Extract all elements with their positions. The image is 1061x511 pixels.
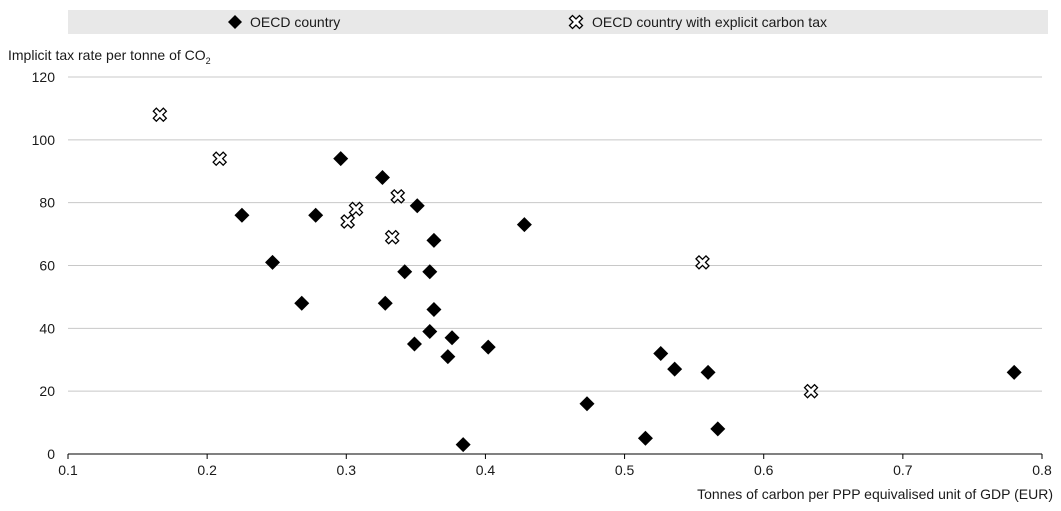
tick-labels: 0 20 40 60 80 100 120 0.1 0.2 0.3 0.4 0.5 0.6 0.7 0.8 (32, 69, 1052, 478)
oecd-country-point (579, 396, 595, 412)
y-tick-label: 20 (39, 383, 55, 399)
oecd-country-point (667, 361, 683, 377)
oecd-country-point (700, 364, 716, 380)
x-tick-label: 0.4 (476, 462, 496, 478)
x-tick-label: 0.2 (197, 462, 217, 478)
oecd-country-point (516, 217, 532, 233)
y-tick-label: 120 (32, 69, 56, 85)
explicit-carbon-tax-point (803, 383, 819, 399)
explicit-carbon-tax-point (348, 201, 364, 217)
y-tick-label: 60 (39, 258, 55, 274)
legend-item-explicit-carbon-tax: OECD country with explicit carbon tax (568, 14, 827, 30)
legend-label-oecd-country: OECD country (250, 14, 341, 30)
explicit-carbon-tax-point (384, 229, 400, 245)
oecd-country-point (234, 207, 250, 223)
oecd-country-point (710, 421, 726, 437)
oecd-country-point (422, 264, 438, 280)
oecd-country-point (422, 323, 438, 339)
x-tick-label: 0.5 (615, 462, 635, 478)
x-tick-label: 0.1 (58, 462, 78, 478)
oecd-country-point (333, 151, 349, 167)
filled-diamond-icon (228, 15, 242, 29)
oecd-country-point (440, 349, 456, 365)
explicit-carbon-tax-point (340, 214, 356, 229)
oecd-country-point (444, 330, 460, 346)
oecd-country-point (1006, 364, 1022, 380)
legend-label-explicit-carbon-tax: OECD country with explicit carbon tax (592, 14, 827, 30)
oecd-country-point (480, 339, 496, 355)
oecd-country-point (409, 198, 425, 214)
y-axis-title: Implicit tax rate per tonne of CO2 (8, 47, 211, 66)
x-tick-label: 0.7 (893, 462, 913, 478)
oecd-country-point (426, 301, 442, 317)
oecd-country-point (294, 295, 310, 311)
gridlines (68, 76, 1042, 392)
oecd-country-point (406, 336, 422, 352)
oecd-country-point (637, 430, 653, 446)
y-axis-title-text: Implicit tax rate per tonne of CO (8, 47, 206, 63)
oecd-country-point (374, 170, 390, 186)
y-tick-label: 80 (39, 195, 55, 211)
oecd-country-point (653, 345, 669, 361)
y-tick-label: 0 (47, 446, 55, 462)
x-tick-label: 0.6 (754, 462, 774, 478)
x-tick-label: 0.3 (337, 462, 357, 478)
chart-legend: OECD country OECD country with explicit … (68, 10, 1048, 34)
oecd-country-point (426, 232, 442, 248)
axes (67, 453, 1043, 459)
oecd-country-point (265, 254, 281, 270)
explicit-carbon-tax-point (152, 107, 168, 123)
data-points (152, 107, 1022, 453)
legend-item-oecd-country: OECD country (228, 14, 340, 30)
explicit-carbon-tax-point (695, 254, 710, 270)
hollow-cross-icon (568, 14, 584, 30)
y-tick-label: 100 (32, 132, 56, 148)
y-tick-label: 40 (39, 320, 55, 336)
oecd-country-point (308, 207, 324, 223)
explicit-carbon-tax-point (212, 151, 228, 167)
explicit-carbon-tax-point (390, 188, 406, 204)
x-axis-title: Tonnes of carbon per PPP equivalised uni… (697, 486, 1053, 502)
oecd-country-point (455, 437, 471, 453)
oecd-country-point (397, 264, 413, 280)
x-tick-label: 0.8 (1032, 462, 1052, 478)
y-axis-title-subscript: 2 (205, 55, 211, 66)
oecd-country-point (377, 295, 393, 311)
